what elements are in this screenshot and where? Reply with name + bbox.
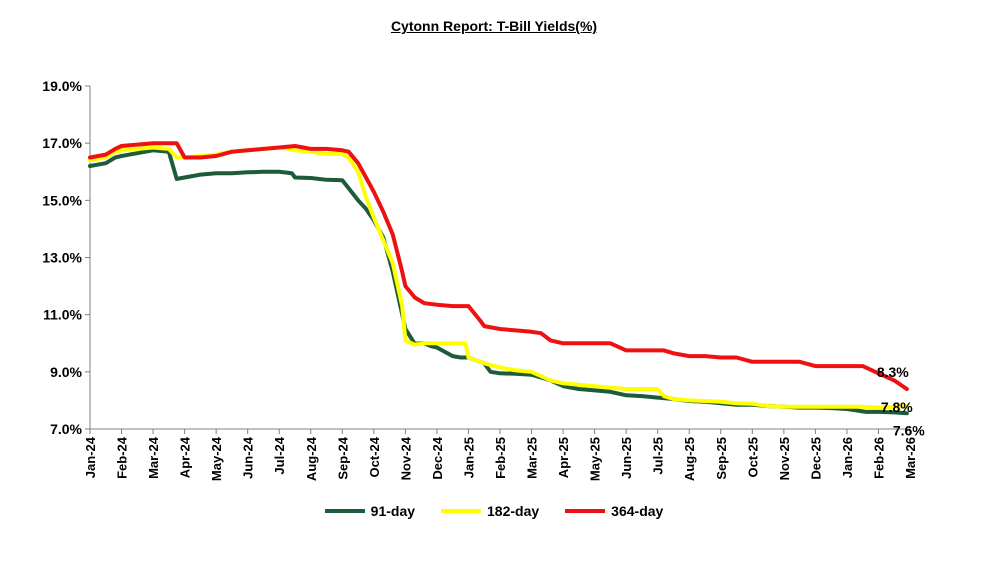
x-tick-label: Jun-24 <box>241 436 256 479</box>
x-tick-label: Aug-24 <box>304 436 319 481</box>
x-tick-label: Mar-25 <box>525 437 540 479</box>
y-tick-label: 9.0% <box>50 364 82 380</box>
data-label-91-day: 7.6% <box>893 422 925 438</box>
x-tick-label: Mar-24 <box>146 436 161 479</box>
legend-label-364-day: 364-day <box>611 503 664 519</box>
legend-label-182-day: 182-day <box>487 503 540 519</box>
legend-swatch-91-day <box>324 509 365 513</box>
legend-label-91-day: 91-day <box>370 503 416 519</box>
x-tick-label: May-25 <box>588 437 603 481</box>
x-tick-label: Dec-25 <box>808 437 823 480</box>
legend-item-182-day: 182-day <box>441 503 539 519</box>
y-tick-label: 13.0% <box>42 250 82 266</box>
x-tick-label: Jan-24 <box>83 436 98 478</box>
x-tick-label: May-24 <box>209 436 224 481</box>
series-line-182-day <box>88 145 909 410</box>
y-tick-label: 11.0% <box>43 307 82 323</box>
x-tick-label: Mar-26 <box>903 437 918 479</box>
y-tick-label: 15.0% <box>42 192 82 208</box>
x-tick-label: Feb-25 <box>493 437 508 479</box>
legend-item-91-day: 91-day <box>324 503 416 519</box>
line-chart: 7.0% 9.0% 11.0% 13.0% 15.0% 17.0% 19.0% Jan-24 F… <box>42 78 925 481</box>
series-line-91-day <box>88 148 909 416</box>
x-tick-label: Oct-24 <box>367 436 382 477</box>
x-tick-label: Jan-26 <box>840 437 855 478</box>
x-tick-label: Jun-25 <box>619 437 634 479</box>
x-tick-label: Apr-24 <box>178 436 193 478</box>
x-tick-label: Jul-25 <box>651 437 666 475</box>
x-tick-label: Oct-25 <box>745 437 760 477</box>
series-line-364-day <box>88 141 909 391</box>
legend-item-364-day: 364-day <box>565 503 663 519</box>
data-label-182-day: 7.8% <box>881 399 913 415</box>
x-tick-label: Aug-25 <box>682 437 697 481</box>
x-tick-label: Feb-24 <box>115 436 130 479</box>
x-tick-label: Jul-24 <box>272 436 287 474</box>
x-tick-label: Apr-25 <box>556 437 571 478</box>
y-tick-label: 19.0% <box>42 78 82 94</box>
x-tick-label: Nov-24 <box>398 436 413 480</box>
chart-title: Cytonn Report: T-Bill Yields(%) <box>390 18 598 34</box>
chart-legend: 91-day 182-day 364-day <box>0 503 988 519</box>
y-tick-label: 17.0% <box>42 135 82 151</box>
legend-swatch-364-day <box>565 509 606 513</box>
x-tick-label: Dec-24 <box>430 436 445 479</box>
data-label-364-day: 8.3% <box>877 364 909 380</box>
x-tick-label: Sep-24 <box>335 436 350 479</box>
x-tick-label: Jan-25 <box>461 437 476 478</box>
x-tick-label: Sep-25 <box>714 437 729 480</box>
y-tick-label: 7.0% <box>50 421 82 437</box>
x-tick-label: Feb-26 <box>871 437 886 479</box>
x-tick-label: Nov-25 <box>777 437 792 480</box>
legend-swatch-182-day <box>441 509 482 513</box>
